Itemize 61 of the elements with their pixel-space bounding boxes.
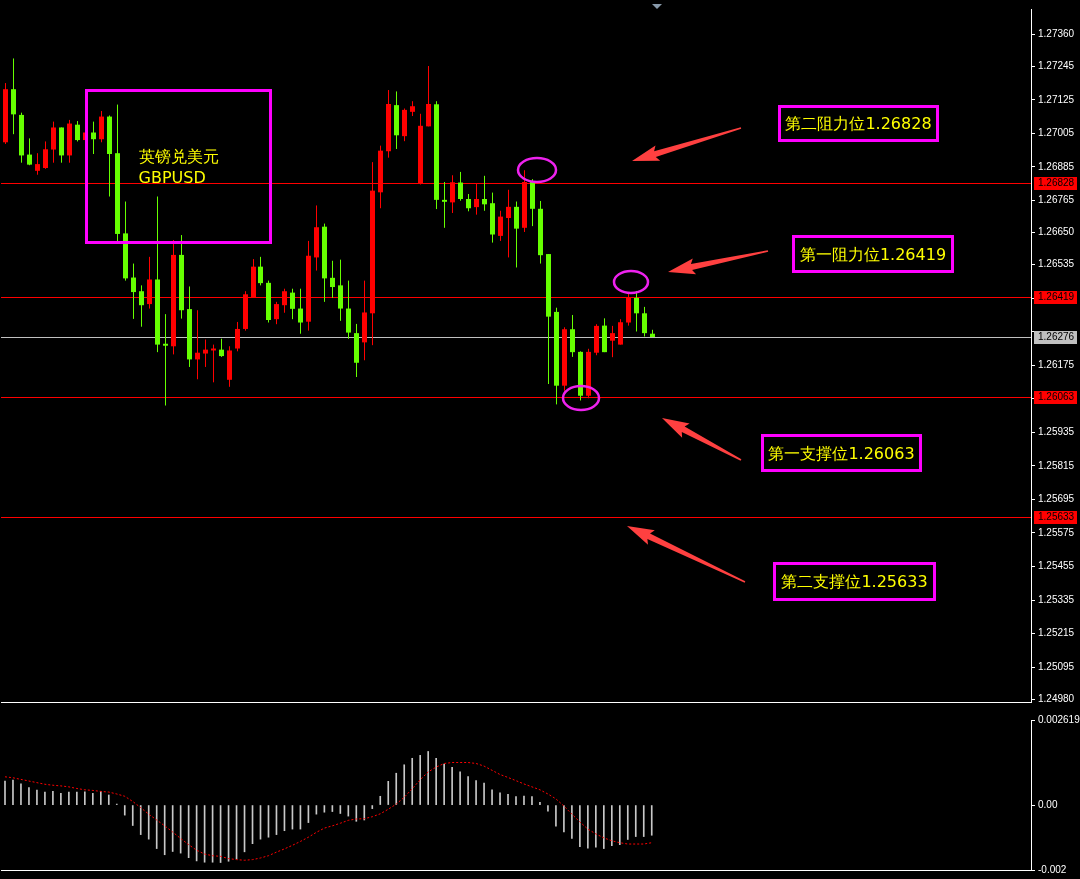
candlestick <box>570 314 575 358</box>
candlestick <box>139 284 144 328</box>
candlestick <box>274 301 279 325</box>
y-tick-label: 1.25455 <box>1038 560 1075 572</box>
candlestick <box>330 260 335 299</box>
y-tick-label: 1.25215 <box>1038 627 1075 639</box>
y-tick-label: -0.002 <box>1038 863 1067 875</box>
candlestick <box>235 321 240 352</box>
y-tick-label: 1.27125 <box>1038 93 1075 105</box>
candlestick <box>506 189 511 258</box>
candlestick <box>442 181 447 229</box>
candlestick <box>642 306 647 337</box>
candlestick <box>219 338 224 358</box>
y-tick-label: 0.00 <box>1038 798 1058 810</box>
candlestick <box>35 152 40 176</box>
candlestick <box>27 137 32 166</box>
candlestick <box>131 263 136 320</box>
y-tick-label: 1.27360 <box>1038 27 1075 39</box>
ref-line-label: 1.26419 <box>1038 291 1075 303</box>
y-tick-label: 1.26885 <box>1038 160 1075 172</box>
candlestick <box>426 65 431 127</box>
y-tick-label: 1.25095 <box>1038 660 1075 672</box>
candlestick <box>203 339 208 368</box>
candlestick <box>99 110 104 143</box>
y-tick-label: 1.26765 <box>1038 194 1075 206</box>
candlestick <box>458 171 463 202</box>
candlestick <box>258 256 263 286</box>
y-tick-label: 1.25935 <box>1038 426 1075 438</box>
y-tick-label: 0.002619 <box>1038 713 1080 725</box>
annotation: 英镑兑美元 GBPUSD <box>138 145 219 188</box>
candlestick <box>163 313 168 407</box>
candlestick <box>51 121 56 164</box>
y-tick-label: 1.26650 <box>1038 226 1075 238</box>
y-tick-label: 1.24980 <box>1038 692 1075 704</box>
y-tick-label: 1.27245 <box>1038 60 1075 72</box>
annotation: 第一阻力位1.26419 <box>799 243 947 265</box>
y-tick-label: 1.27005 <box>1038 127 1075 139</box>
candlestick <box>43 140 48 170</box>
candlestick <box>618 318 623 346</box>
y-tick-label: 1.25815 <box>1038 459 1075 471</box>
candlestick <box>338 259 343 322</box>
ref-line-label: 1.26828 <box>1038 177 1075 189</box>
y-tick-label: 1.26535 <box>1038 258 1075 270</box>
candlestick <box>290 288 295 320</box>
candlestick <box>298 288 303 335</box>
annotation: 第二阻力位1.26828 <box>785 113 932 134</box>
annotation: 第一支撑位1.26063 <box>768 442 915 464</box>
candlestick <box>75 120 80 142</box>
candlestick <box>514 201 519 268</box>
y-tick-label: 1.25335 <box>1038 593 1075 605</box>
ref-line-label: 1.25633 <box>1038 511 1075 523</box>
ref-line-label: 1.26276 <box>1038 331 1075 343</box>
ref-line-label: 1.26063 <box>1038 391 1075 403</box>
candlestick <box>610 325 615 358</box>
y-tick-label: 1.25695 <box>1038 493 1075 505</box>
y-tick-label: 1.26175 <box>1038 359 1075 371</box>
candlestick <box>482 175 487 212</box>
annotation: 第二支撑位1.25633 <box>781 571 928 592</box>
y-tick-label: 1.25575 <box>1038 526 1075 538</box>
line-series <box>4 762 653 861</box>
candlestick <box>498 210 503 242</box>
